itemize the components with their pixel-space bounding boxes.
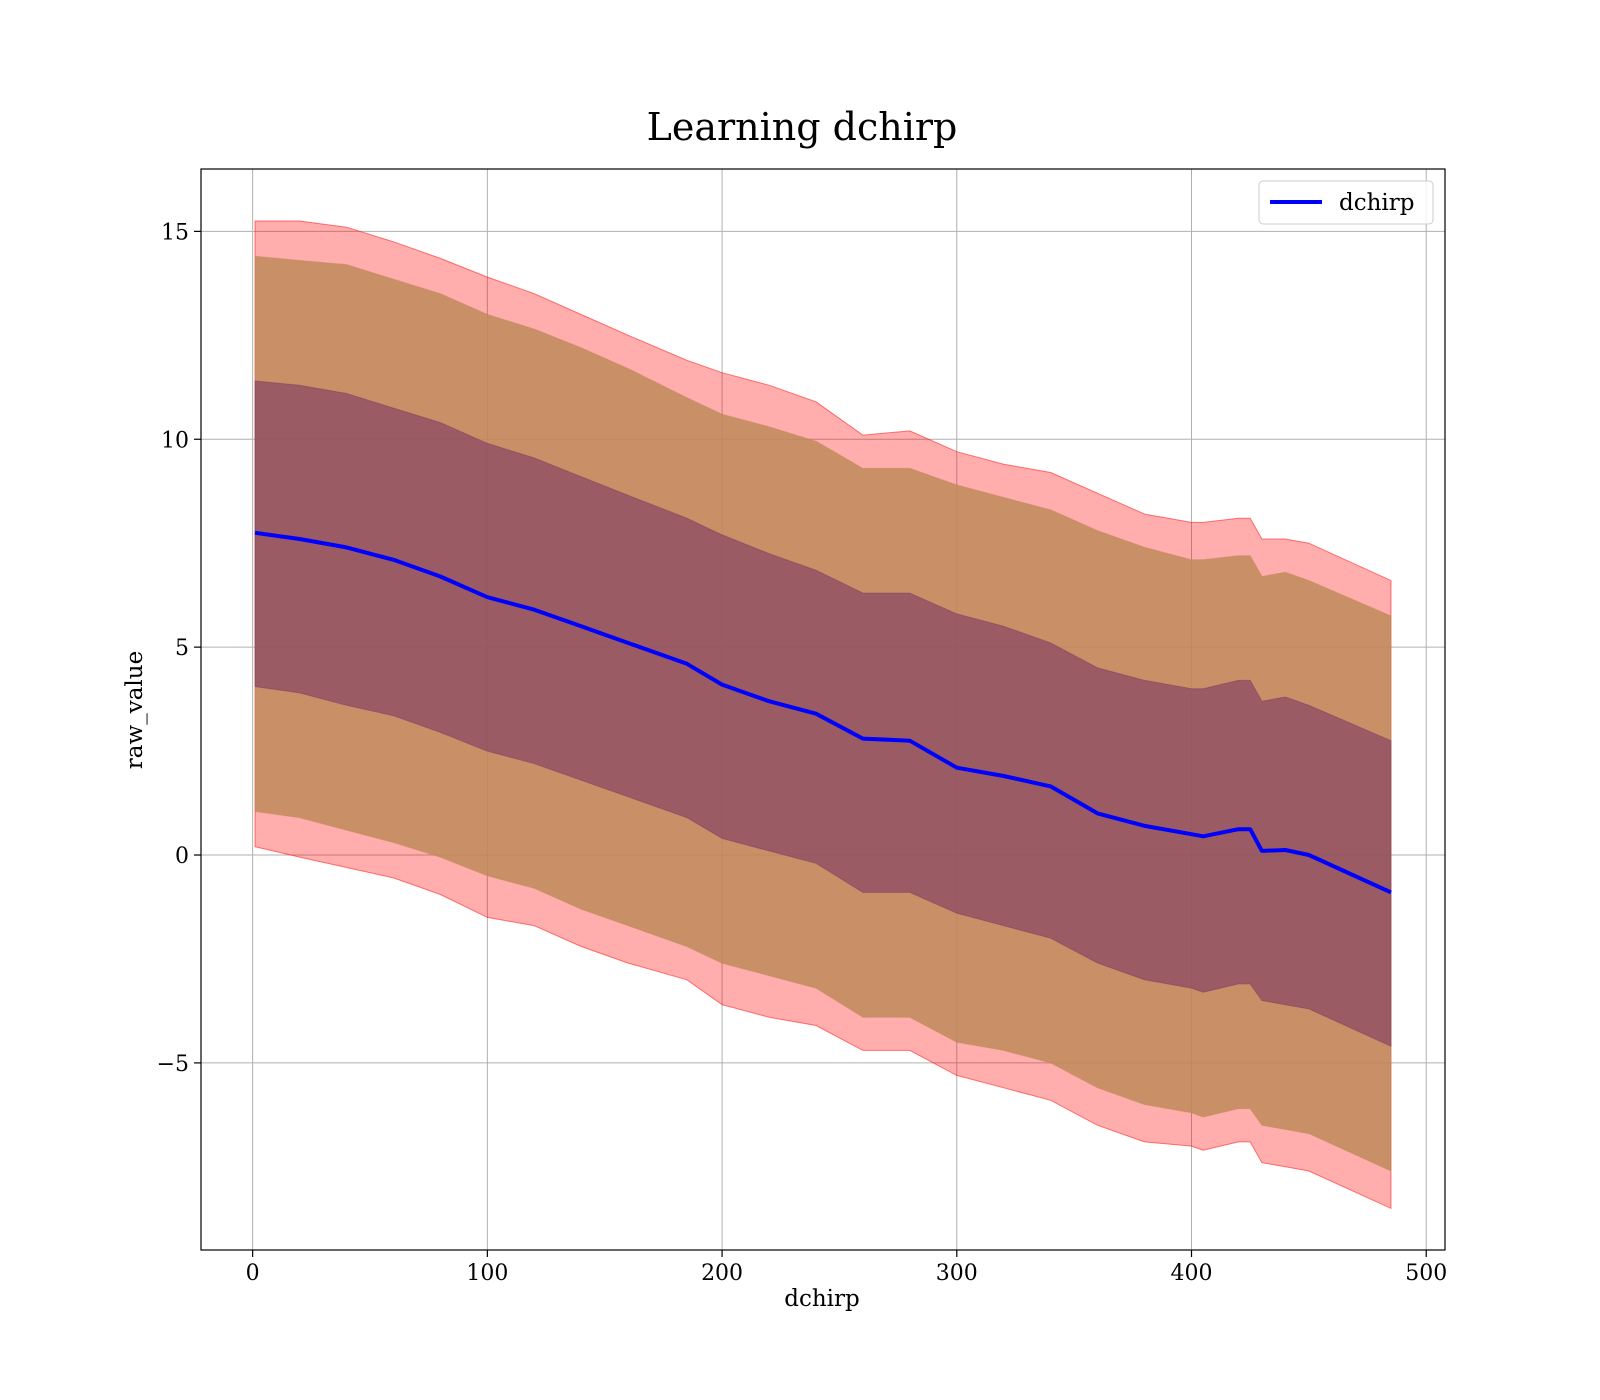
- series-line-dchirp: [254, 530, 1392, 895]
- chart-title: Learning dchirp: [647, 105, 958, 149]
- x-axis-label: dchirp: [784, 1286, 860, 1312]
- legend-entry: dchirp: [1339, 190, 1415, 216]
- legend: dchirp: [1258, 180, 1434, 225]
- y-tick-label: 0: [175, 844, 189, 869]
- y-tick-label: 15: [161, 220, 189, 245]
- y-tick-label: 10: [161, 428, 189, 453]
- band-inner: [254, 380, 1392, 1048]
- y-tick-label: −5: [157, 1052, 189, 1077]
- x-tick-label: 400: [1171, 1261, 1213, 1286]
- legend-box: [1258, 180, 1434, 225]
- x-tick-label: 300: [936, 1261, 978, 1286]
- y-axis-label: raw_value: [122, 651, 148, 769]
- plot-frame: [200, 168, 1446, 1251]
- x-tick-label: 200: [701, 1261, 743, 1286]
- x-axis: 0 100 200 300 400 500: [246, 1250, 1447, 1286]
- x-tick-label: 100: [466, 1261, 508, 1286]
- y-tick-label: 5: [175, 636, 189, 661]
- x-tick-label: 0: [246, 1261, 260, 1286]
- x-tick-label: 500: [1405, 1261, 1447, 1286]
- bands: [254, 220, 1392, 1210]
- y-axis: −5 0 5 10 15: [157, 220, 201, 1077]
- lines: [254, 530, 1392, 895]
